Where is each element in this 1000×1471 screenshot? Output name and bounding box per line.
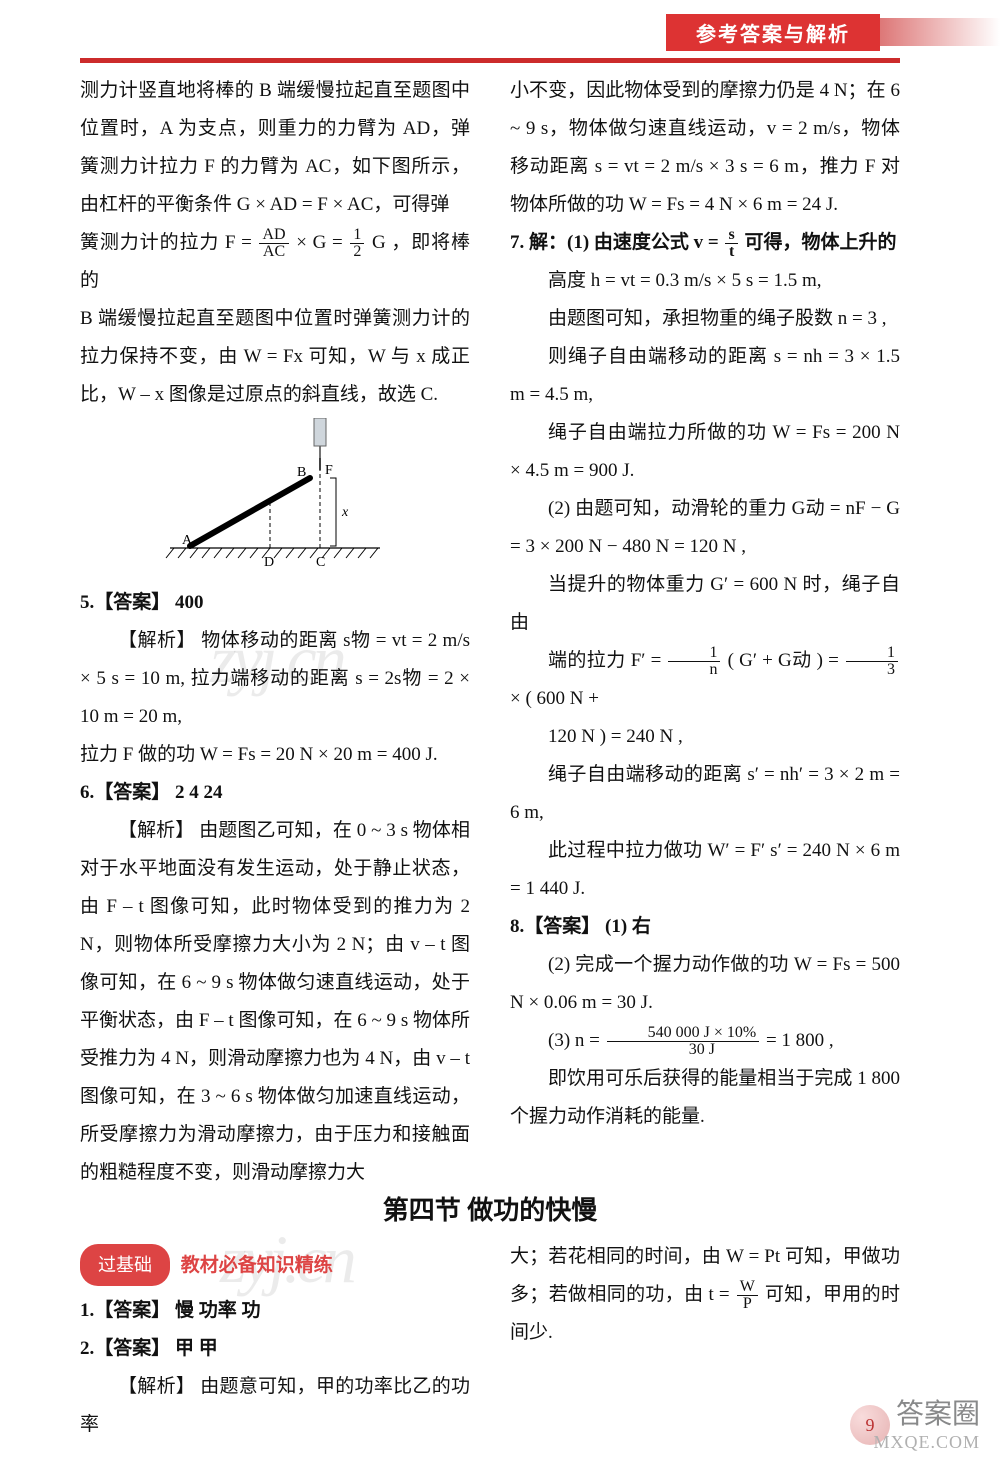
svg-text:C: C [316, 555, 325, 570]
para-r1: 小不变，因此物体受到的摩擦力仍是 4 N；在 6 ~ 9 s，物体做匀速直线运动… [510, 72, 900, 224]
text: 簧测力计的拉力 F = [80, 232, 257, 253]
q8d: 即饮用可乐后获得的能量相当于完成 1 800 个握力动作消耗的能量. [510, 1060, 900, 1136]
section-4-body: 过基础 教材必备知识精练 1.【答案】 慢 功率 功 2.【答案】 甲 甲 【解… [80, 1238, 900, 1444]
page: 参考答案与解析 zyj.cn zyj.cn 测力计竖直地将棒的 B 端缓慢拉起直… [0, 0, 1000, 1471]
answer-8: 8.【答案】 (1) 右 [510, 908, 900, 946]
svg-text:F: F [325, 463, 333, 478]
q7g: (2) 由题可知，动滑轮的重力 G动 = nF − G = 3 × 200 N … [510, 490, 900, 566]
branding: 答案圈 MXQE.COM [873, 1392, 980, 1453]
explain-6: 【解析】 由题图乙可知，在 0 ~ 3 s 物体相对于水平地面没有发生运动，处于… [80, 812, 470, 1192]
lever-diagram: A B F x D C [80, 418, 470, 578]
header: 参考答案与解析 [666, 14, 1000, 50]
q7e: 则绳子自由端移动的距离 s = nh = 3 × 1.5 m = 4.5 m, [510, 338, 900, 414]
q7f: 绳子自由端拉力所做的功 W = Fs = 200 N × 4.5 m = 900… [510, 414, 900, 490]
para: 测力计竖直地将棒的 B 端缓慢拉起直至题图中位置时，A 为支点，则重力的力臂为 … [80, 72, 470, 224]
brand-cn: 答案圈 [873, 1392, 980, 1432]
q7i: 端的拉力 F′ = 1n ( G′ + G动 ) = 13 × ( 600 N … [510, 642, 900, 718]
fraction: WP [737, 1279, 758, 1312]
section4-left: 过基础 教材必备知识精练 1.【答案】 慢 功率 功 2.【答案】 甲 甲 【解… [80, 1238, 470, 1444]
fraction: ADAC [259, 227, 288, 260]
svg-text:B: B [297, 465, 306, 480]
explain-5b: 拉力 F 做的功 W = Fs = 20 N × 20 m = 400 J. [80, 736, 470, 774]
basics-pill: 过基础 [80, 1244, 170, 1286]
svg-text:D: D [264, 555, 274, 570]
answer-5: 5.【答案】 400 [80, 584, 470, 622]
brand-en: MXQE.COM [873, 1432, 980, 1453]
explain-5a: 【解析】 物体移动的距离 s物 = vt = 2 m/s × 5 s = 10 … [80, 622, 470, 736]
para: 簧测力计的拉力 F = ADAC × G = 12 G ，即将棒的 [80, 224, 470, 300]
text: = 1 800 , [766, 1030, 834, 1051]
s1: 1.【答案】 慢 功率 功 [80, 1292, 470, 1330]
s2: 2.【答案】 甲 甲 [80, 1330, 470, 1368]
section-4-title: 第四节 做功的快慢 [80, 1192, 900, 1230]
text: ( G′ + G动 ) = [728, 650, 844, 671]
body-columns: 测力计竖直地将棒的 B 端缓慢拉起直至题图中位置时，A 为支点，则重力的力臂为 … [80, 72, 900, 1411]
q7-line1: 7. 解：(1) 由速度公式 v = st 可得，物体上升的 [510, 224, 900, 262]
text: × ( 600 N + [510, 688, 599, 709]
text: (3) n = [548, 1030, 605, 1051]
fraction: 1n [668, 645, 720, 678]
answer-6: 6.【答案】 2 4 24 [80, 774, 470, 812]
svg-text:A: A [182, 533, 193, 548]
q7k: 绳子自由端移动的距离 s′ = nh′ = 3 × 2 m = 6 m, [510, 756, 900, 832]
q7l: 此过程中拉力做功 W′ = F′ s′ = 240 N × 6 m = 1 44… [510, 832, 900, 908]
section4-right: 大；若花相同的时间，由 W = Pt 可知，甲做功多；若做相同的功，由 t = … [510, 1238, 900, 1444]
text: 可得，物体上升的 [744, 232, 896, 253]
basics-sub: 教材必备知识精练 [181, 1247, 333, 1285]
q7h: 当提升的物体重力 G′ = 600 N 时，绳子自由 [510, 566, 900, 642]
para: B 端缓慢拉起直至题图中位置时弹簧测力计的拉力保持不变，由 W = Fx 可知，… [80, 300, 470, 414]
s2e: 【解析】 由题意可知，甲的功率比乙的功率 [80, 1368, 470, 1444]
fraction: st [725, 227, 737, 260]
header-rule [80, 58, 900, 63]
text: 7. 解：(1) 由速度公式 v = [510, 232, 723, 253]
header-title: 参考答案与解析 [666, 14, 880, 51]
fraction: 13 [846, 645, 898, 678]
text: × G = [296, 232, 348, 253]
sR1: 大；若花相同的时间，由 W = Pt 可知，甲做功多；若做相同的功，由 t = … [510, 1238, 900, 1352]
header-gradient [880, 18, 1000, 46]
fraction: 540 000 J × 10%30 J [607, 1025, 760, 1058]
text: 端的拉力 F′ = [548, 650, 666, 671]
q7c: 高度 h = vt = 0.3 m/s × 5 s = 1.5 m, [510, 262, 900, 300]
q7j: 120 N ) = 240 N , [510, 718, 900, 756]
fraction: 12 [350, 227, 364, 260]
q8b: (2) 完成一个握力动作做的功 W = Fs = 500 N × 0.06 m … [510, 946, 900, 1022]
svg-text:x: x [341, 505, 349, 520]
pill-row: 过基础 教材必备知识精练 [80, 1238, 470, 1292]
q8c: (3) n = 540 000 J × 10%30 J = 1 800 , [510, 1022, 900, 1060]
q7d: 由题图可知，承担物重的绳子股数 n = 3 , [510, 300, 900, 338]
